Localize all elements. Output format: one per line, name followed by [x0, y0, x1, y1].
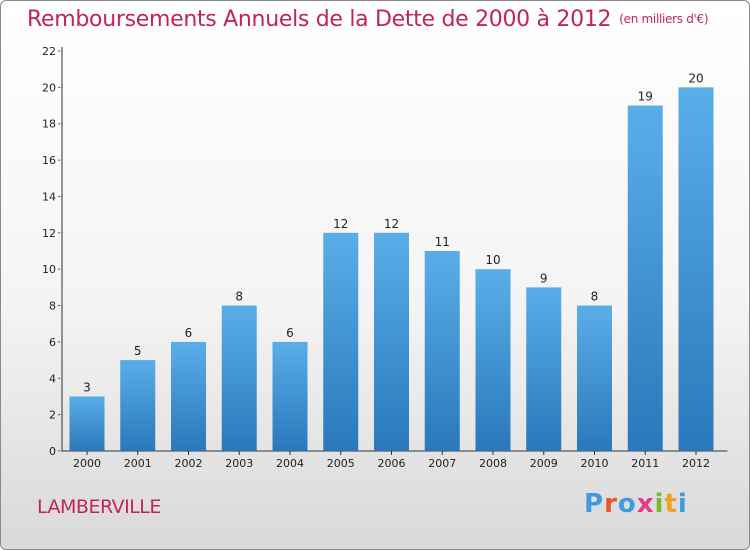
x-tick-label-2000: 2000: [73, 457, 101, 470]
x-tick-label-2009: 2009: [530, 457, 558, 470]
chart-unit: (en milliers d'€): [619, 12, 709, 26]
bar-2004: [272, 341, 308, 451]
x-tick-label-2007: 2007: [428, 457, 456, 470]
commune-name: LAMBERVILLE: [37, 496, 161, 518]
chart-title: Remboursements Annuels de la Dette de 20…: [27, 7, 709, 32]
data-label-2009: 9: [540, 271, 548, 285]
bar-2011: [627, 105, 663, 451]
x-tick-label-2012: 2012: [682, 457, 710, 470]
proxiti-logo-letter: r: [604, 489, 618, 519]
data-label-2001: 5: [134, 344, 142, 358]
x-tick-label-2008: 2008: [479, 457, 507, 470]
y-tick-label: 14: [42, 190, 56, 203]
x-tick-label-2011: 2011: [631, 457, 659, 470]
bar-2006: [374, 232, 409, 451]
bar-2012: [678, 87, 714, 451]
bar-2009: [526, 287, 562, 451]
proxiti-logo-letter: i: [654, 489, 665, 519]
proxiti-logo-letter: P: [584, 489, 605, 519]
label-layer: 2000 3 2001 5 2002 6 2003 8 2004 6 2005 12 2006 12 200…: [73, 71, 710, 470]
data-label-2000: 3: [83, 380, 91, 394]
data-label-2002: 6: [185, 326, 193, 340]
proxiti-logo-letter: t: [664, 489, 678, 519]
data-label-2006: 12: [384, 217, 399, 231]
y-tick-label: 20: [42, 81, 56, 94]
proxiti-logo[interactable]: Proxiti: [584, 489, 688, 519]
bar-2001: [120, 360, 156, 451]
data-label-2005: 12: [333, 217, 348, 231]
data-label-2011: 19: [638, 90, 653, 104]
y-tick-label: 16: [42, 154, 56, 167]
x-tick-label-2005: 2005: [327, 457, 355, 470]
x-tick-label-2010: 2010: [581, 457, 609, 470]
y-tick-label: 0: [49, 445, 56, 458]
bar-2008: [475, 269, 511, 451]
x-tick-label-2003: 2003: [225, 457, 253, 470]
y-tick-label: 18: [42, 118, 56, 131]
data-label-2010: 8: [591, 290, 599, 304]
bar-layer: [69, 87, 714, 451]
y-tick-label: 10: [42, 263, 56, 276]
data-label-2008: 10: [485, 253, 500, 267]
bar-2007: [424, 251, 460, 451]
x-tick-label-2002: 2002: [175, 457, 203, 470]
bar-2000: [69, 396, 105, 451]
proxiti-logo-letter: o: [617, 489, 637, 519]
bar-2002: [171, 341, 206, 451]
data-label-2004: 6: [286, 326, 294, 340]
y-tick-label: 12: [42, 227, 56, 240]
bar-2005: [323, 232, 359, 451]
bar-2010: [577, 305, 612, 451]
data-label-2007: 11: [435, 235, 450, 249]
x-tick-label-2006: 2006: [378, 457, 406, 470]
y-tick-label: 6: [49, 336, 56, 349]
y-tick-label: 2: [49, 409, 56, 422]
x-tick-label-2001: 2001: [124, 457, 152, 470]
y-tick-label: 8: [49, 300, 56, 313]
data-label-2003: 8: [235, 290, 243, 304]
bar-2003: [221, 305, 257, 451]
proxiti-logo-letter: i: [677, 489, 688, 519]
y-tick-label: 4: [49, 372, 56, 385]
chart-title-text: Remboursements Annuels de la Dette de 20…: [27, 7, 612, 32]
proxiti-logo-letter: x: [636, 489, 655, 519]
data-label-2012: 20: [688, 71, 703, 85]
x-tick-label-2004: 2004: [276, 457, 304, 470]
y-tick-label: 22: [42, 45, 56, 58]
